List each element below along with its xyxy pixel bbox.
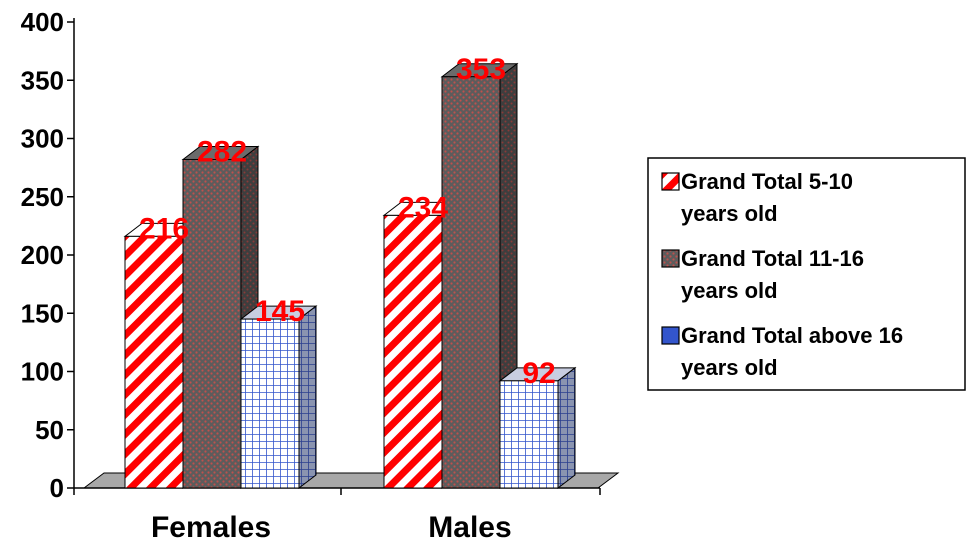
data-labels: 216 282 145 234 353 92 xyxy=(139,53,556,390)
bar xyxy=(239,305,318,490)
bar-front xyxy=(441,76,501,489)
data-label: 216 xyxy=(139,212,189,245)
legend: Grand Total 5-10 years old Grand Total 11-… xyxy=(647,157,966,391)
bar xyxy=(498,366,577,490)
bar-front xyxy=(383,214,443,489)
legend-swatch xyxy=(661,326,680,345)
bar-side xyxy=(557,366,576,490)
y-tick-label: 200 xyxy=(21,240,64,270)
x-category-label: Females xyxy=(151,511,271,544)
legend-entry-label: years old xyxy=(681,278,778,303)
legend-entry-label: years old xyxy=(681,355,778,380)
bar-side xyxy=(298,305,317,490)
y-tick-label: 50 xyxy=(35,415,64,445)
legend-entry-label: Grand Total above 16 xyxy=(681,323,903,348)
y-tick-label: 400 xyxy=(21,7,64,37)
axes: 0 50 100 150 200 250 300 350 400 Females Males xyxy=(21,7,601,544)
bars xyxy=(123,62,577,490)
y-tick-label: 250 xyxy=(21,182,64,212)
y-tick-label: 150 xyxy=(21,298,64,328)
y-tick-label: 350 xyxy=(21,65,64,95)
data-label: 92 xyxy=(522,357,555,390)
legend-box xyxy=(647,157,966,391)
legend-entry-label: Grand Total 5-10 xyxy=(681,169,853,194)
y-tick-label: 0 xyxy=(50,473,64,503)
data-label: 282 xyxy=(197,135,247,168)
legend-swatch xyxy=(661,249,680,268)
bar-front xyxy=(124,235,184,489)
legend-entry-label: years old xyxy=(681,201,778,226)
bar-front xyxy=(240,318,300,489)
bar-front xyxy=(182,158,242,489)
legend-swatch xyxy=(661,172,680,191)
y-tick-label: 300 xyxy=(21,124,64,154)
data-label: 353 xyxy=(456,53,506,86)
bar-front xyxy=(499,380,559,489)
legend-entry-label: Grand Total 11-16 xyxy=(681,246,864,271)
x-category-label: Males xyxy=(428,511,511,544)
y-tick-label: 100 xyxy=(21,357,64,387)
data-label: 145 xyxy=(255,295,305,328)
data-label: 234 xyxy=(398,191,448,224)
